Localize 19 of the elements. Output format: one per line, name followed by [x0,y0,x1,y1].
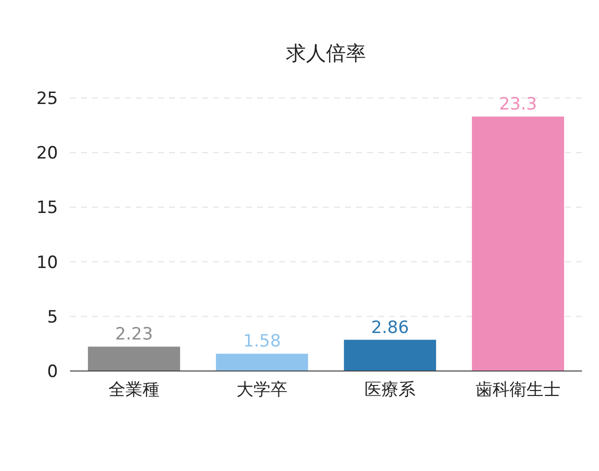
y-tick-label: 0 [47,362,58,382]
bar [472,116,564,371]
bar [344,340,436,371]
bar [88,346,180,371]
y-tick-label: 15 [36,198,58,218]
x-tick-label: 全業種 [108,380,160,400]
chart-title: 求人倍率 [286,41,366,65]
y-tick-label: 10 [36,252,58,273]
bar [216,354,308,371]
data-label: 23.3 [499,94,537,115]
y-tick-label: 25 [36,89,58,109]
y-tick-label: 5 [47,307,58,328]
x-tick-label: 歯科衛生士 [476,380,560,400]
x-tick-label: 大学卒 [236,380,288,400]
data-label: 2.86 [371,318,409,338]
x-tick-label: 医療系 [364,380,416,400]
data-label: 1.58 [243,332,281,352]
y-tick-label: 20 [36,144,58,164]
data-label: 2.23 [115,324,153,345]
